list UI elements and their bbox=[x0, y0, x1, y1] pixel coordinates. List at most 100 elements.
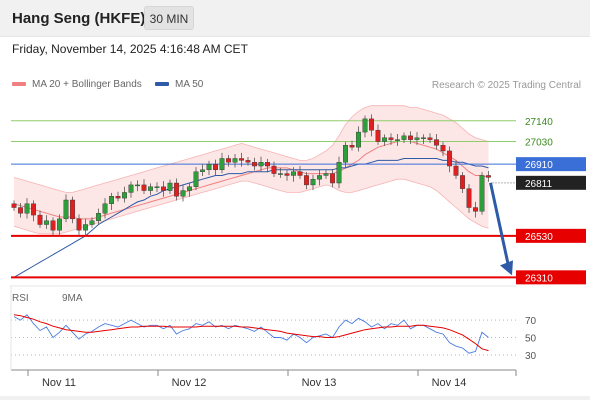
candle-body bbox=[245, 160, 251, 163]
candle-body bbox=[473, 207, 478, 212]
candle-body bbox=[297, 171, 303, 176]
candle-body bbox=[453, 165, 459, 176]
candle-body bbox=[336, 162, 342, 184]
candle-body bbox=[128, 184, 134, 193]
candle-body bbox=[284, 173, 290, 176]
last-price-label: 26811 bbox=[525, 179, 553, 190]
candle-body bbox=[89, 220, 95, 225]
level-label-26910: 26910 bbox=[525, 160, 553, 171]
rsi-series-rsi bbox=[13, 314, 489, 354]
candle-body bbox=[135, 184, 140, 187]
ma20-swatch bbox=[12, 82, 26, 87]
candle-body bbox=[50, 220, 56, 231]
candle-body bbox=[271, 165, 277, 174]
candle-body bbox=[258, 162, 264, 167]
candle-body bbox=[304, 175, 309, 186]
candle-body bbox=[219, 158, 225, 171]
legend-label-9ma: 9MA bbox=[62, 293, 83, 304]
candle-body bbox=[408, 135, 413, 140]
ma50-line bbox=[13, 158, 489, 278]
footer-bar bbox=[0, 396, 590, 400]
candle-body bbox=[24, 203, 30, 214]
x-tick-label: Nov 14 bbox=[432, 377, 467, 389]
candle-body bbox=[421, 137, 426, 139]
candle-body bbox=[187, 186, 192, 191]
candle-body bbox=[434, 139, 439, 146]
level-tag-26530 bbox=[516, 228, 586, 243]
candle-body bbox=[310, 179, 316, 186]
candle-body bbox=[317, 175, 322, 180]
candle-body bbox=[44, 220, 49, 225]
candle-body bbox=[388, 137, 394, 140]
candle-body bbox=[148, 186, 153, 191]
chart-datetime: Friday, November 14, 2025 4:16:48 AM CET bbox=[12, 42, 248, 56]
candle-body bbox=[239, 158, 244, 161]
last-price-tag bbox=[516, 175, 586, 190]
level-label-27030: 27030 bbox=[525, 138, 553, 149]
candle-body bbox=[349, 145, 355, 148]
ma50-swatch bbox=[155, 82, 169, 87]
level-tag-26310 bbox=[516, 270, 586, 285]
level-label-26310: 26310 bbox=[525, 273, 553, 284]
candle-body bbox=[76, 218, 82, 231]
candle-body bbox=[232, 158, 238, 163]
level-tag-26910 bbox=[516, 157, 586, 172]
rsi-tick-label-70: 70 bbox=[525, 316, 537, 327]
candle-body bbox=[213, 163, 218, 171]
level-label-26530: 26530 bbox=[525, 232, 553, 243]
legend-label-rsi: RSI bbox=[12, 293, 29, 304]
candle-body bbox=[291, 171, 296, 176]
candle-body bbox=[200, 169, 205, 172]
legend-label-ma50: MA 50 bbox=[175, 79, 204, 90]
candle-body bbox=[252, 162, 257, 167]
candle-body bbox=[141, 184, 147, 191]
legend-rsi: RSI bbox=[12, 293, 29, 304]
legend-ma20-bollinger: MA 20 + Bollinger Bands bbox=[12, 79, 142, 90]
candle-body bbox=[486, 175, 491, 178]
candle-body bbox=[193, 171, 199, 187]
x-tick-label: Nov 12 bbox=[172, 377, 207, 389]
forecast-arrow-shaft bbox=[489, 182, 511, 269]
legend-ma50: MA 50 bbox=[155, 79, 203, 90]
legend-label-ma20: MA 20 + Bollinger Bands bbox=[32, 79, 142, 90]
candle-body bbox=[115, 196, 121, 199]
candle-body bbox=[109, 196, 114, 204]
candle-body bbox=[206, 163, 212, 171]
candle-body bbox=[226, 158, 231, 163]
rsi-tick-label-50: 50 bbox=[525, 334, 537, 345]
rsi-series-9ma bbox=[13, 314, 489, 352]
candle-body bbox=[427, 137, 433, 140]
candle-body bbox=[70, 199, 75, 220]
candle-body bbox=[278, 173, 283, 175]
candle-body bbox=[466, 188, 472, 208]
candle-body bbox=[167, 182, 173, 191]
legend-9ma: 9MA bbox=[62, 293, 83, 304]
bollinger-band-fill bbox=[14, 105, 489, 234]
candle-body bbox=[102, 203, 108, 214]
instrument-title: Hang Seng (HKFE) bbox=[12, 10, 146, 27]
candle-body bbox=[362, 118, 368, 133]
timeframe-button[interactable]: 30 MIN bbox=[144, 6, 194, 30]
candle-body bbox=[180, 190, 186, 197]
chart-header: Hang Seng (HKFE) 30 MIN bbox=[0, 0, 590, 37]
candle-body bbox=[96, 212, 101, 221]
rsi-tick-label-30: 30 bbox=[525, 351, 537, 362]
candle-body bbox=[31, 203, 36, 216]
candle-body bbox=[122, 192, 127, 199]
x-tick-label: Nov 11 bbox=[42, 377, 76, 389]
candle-body bbox=[401, 135, 407, 140]
candle-body bbox=[382, 137, 387, 142]
x-tick-label: Nov 13 bbox=[302, 377, 337, 389]
candle-body bbox=[479, 175, 485, 212]
candle-body bbox=[369, 118, 374, 131]
candle-body bbox=[460, 175, 465, 189]
candle-body bbox=[395, 139, 400, 141]
candles-group bbox=[11, 114, 491, 237]
candle-body bbox=[330, 173, 335, 184]
candle-body bbox=[18, 207, 23, 214]
candle-body bbox=[154, 186, 160, 188]
candle-body bbox=[343, 145, 348, 163]
candle-body bbox=[37, 214, 43, 225]
candle-body bbox=[83, 224, 88, 231]
